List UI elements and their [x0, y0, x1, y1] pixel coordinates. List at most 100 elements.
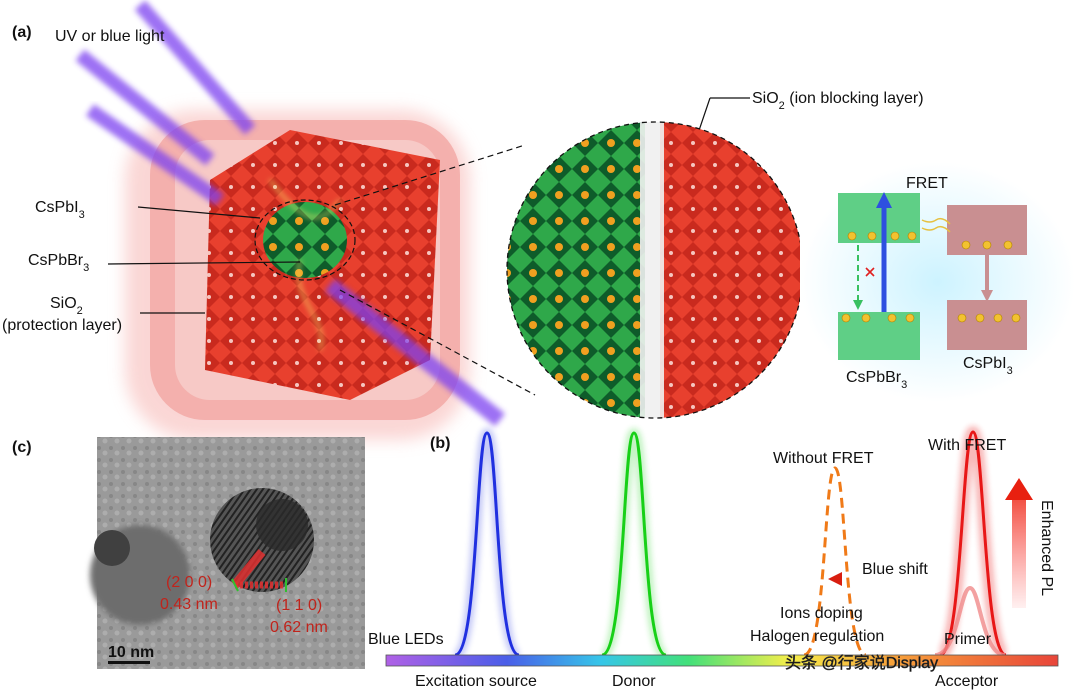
tem-image-shape — [231, 549, 266, 588]
magnified-view-shape-shape — [640, 122, 664, 418]
protection-label: (protection layer) — [2, 317, 122, 334]
fret-diagram-shape-shape — [1011, 313, 1021, 323]
label-rest: (ion blocking layer) — [785, 90, 924, 107]
fret-diagram-shape — [921, 217, 951, 233]
tem-image — [90, 437, 365, 669]
fret-diagram-shape — [841, 231, 1021, 323]
spectra-shape — [1012, 498, 1026, 608]
ion-blocking-label: SiO2 (ion blocking layer) — [752, 90, 924, 112]
watermark: 头条 @行家说Display — [785, 654, 938, 672]
method-label: Halogen regulation — [750, 628, 884, 645]
label-base: CsPbBr — [846, 369, 902, 386]
cspbbr3-label: CsPbBr3 — [28, 252, 89, 274]
panel-label: (b) — [430, 435, 450, 452]
fret-diagram — [800, 162, 1075, 402]
fret-diagram-shape-shape — [841, 313, 851, 323]
light-beams — [75, 0, 505, 427]
spectra-shape — [599, 427, 669, 660]
fret-diagram-shape-shape — [887, 313, 897, 323]
fret-diagram-shape-shape — [907, 231, 917, 241]
spacing-label: 0.43 nm — [160, 596, 218, 613]
spectra-shape — [1005, 478, 1033, 500]
fret-diagram-shape — [981, 290, 993, 302]
label-base: SiO — [50, 295, 77, 312]
spectra-shape — [936, 425, 1010, 661]
spectra-shape — [934, 585, 1006, 657]
axis-label: Excitation source — [415, 673, 537, 690]
light-beams-shape — [325, 278, 505, 427]
tem-image-shape — [256, 499, 308, 551]
tem-image-shape — [94, 530, 130, 566]
light-beams-shape — [86, 104, 224, 206]
nanocube-shape — [263, 202, 347, 278]
fret-diagram-shape-shape — [905, 313, 915, 323]
callout-lines-shape — [254, 199, 356, 281]
label-sub: 3 — [901, 379, 907, 391]
fret-diagram-shape-shape — [982, 240, 992, 250]
label-base: SiO — [752, 90, 779, 107]
fret-diagram-shape-shape — [890, 231, 900, 241]
nanocube-shape — [269, 179, 341, 351]
peak-label: Without FRET — [773, 450, 874, 467]
fret-diagram-shape-shape — [867, 231, 877, 241]
plane-label: (2 0 0) — [166, 574, 212, 591]
fret-diagram-shape — [853, 300, 863, 310]
panel-label: (a) — [12, 24, 32, 41]
primer-label: Primer — [944, 631, 992, 648]
label-base: CsPbI — [963, 355, 1007, 372]
tem-image-shape — [231, 578, 239, 592]
magnified-view-shape-shape — [660, 122, 803, 418]
fret-diagram-shape-shape — [847, 231, 857, 241]
shift-label: Blue shift — [862, 561, 928, 578]
fret-diagram-shape-shape — [1003, 240, 1013, 250]
peak-label: With FRET — [928, 437, 1006, 454]
spectra-shape — [803, 466, 867, 657]
fret-diagram-shape-shape — [957, 313, 967, 323]
axis-label: Donor — [612, 673, 656, 690]
spectra-shape — [452, 427, 522, 660]
cspbi3-label: CsPbI3 — [35, 199, 85, 221]
callout-lines-shape — [137, 206, 261, 219]
spectra — [385, 425, 1059, 667]
callout-lines-shape — [339, 289, 536, 396]
fret-diagram-shape-shape — [975, 313, 985, 323]
fret-diagram-shape — [876, 192, 892, 208]
magnified-view-shape-shape — [507, 122, 645, 418]
fret-diagram-shape-shape — [861, 313, 871, 323]
light-label: UV or blue light — [55, 28, 165, 45]
fret-diagram-shape-shape — [993, 313, 1003, 323]
spacing-label: 0.62 nm — [270, 619, 328, 636]
fret-title: FRET — [906, 175, 948, 192]
method-label: Ions doping — [780, 605, 863, 622]
panel-label: (c) — [12, 439, 32, 456]
label-base: CsPbBr — [28, 252, 84, 269]
acceptor-label: CsPbI3 — [963, 355, 1013, 377]
callout-lines-shape — [107, 261, 301, 265]
callout-lines-shape — [334, 144, 526, 206]
donor-label: CsPbBr3 — [846, 369, 907, 391]
spectra-shape — [828, 572, 842, 586]
axis-label: Acceptor — [935, 673, 999, 690]
spectra-shape — [385, 654, 1059, 667]
magnified-view — [506, 121, 804, 419]
label-base: CsPbI — [35, 199, 79, 216]
enhanced-label: Enhanced PL — [1038, 500, 1055, 596]
light-beams-shape — [134, 0, 256, 135]
plane-label: (1 1 0) — [276, 597, 322, 614]
fret-diagram-shape-shape — [961, 240, 971, 250]
scale-bar-label: 10 nm — [108, 644, 154, 661]
label-sub: 2 — [779, 100, 785, 112]
fret-diagram-shape — [865, 267, 875, 277]
label-sub: 3 — [1007, 365, 1013, 377]
sio2-label: SiO2 — [50, 295, 83, 317]
label-sub: 3 — [79, 209, 85, 221]
fret-diagram-shape — [947, 300, 1027, 350]
tem-image-shape — [108, 661, 150, 664]
label-sub: 3 — [83, 262, 89, 274]
magnified-view-shape — [507, 122, 803, 418]
nanocube — [125, 110, 470, 440]
leds-label: Blue LEDs — [368, 631, 444, 648]
label-sub: 2 — [77, 305, 83, 317]
